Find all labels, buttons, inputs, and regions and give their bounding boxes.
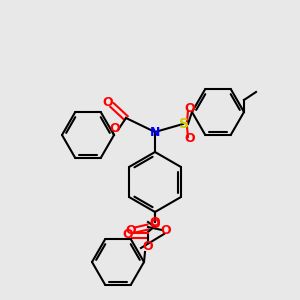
Text: O: O: [110, 122, 120, 134]
Text: O: O: [185, 133, 195, 146]
Text: O: O: [150, 217, 160, 230]
Text: O: O: [185, 103, 195, 116]
Text: O: O: [123, 229, 133, 242]
Text: O: O: [126, 224, 136, 236]
Text: S: S: [179, 117, 189, 131]
Text: O: O: [150, 218, 160, 230]
Text: O: O: [161, 224, 171, 236]
Text: O: O: [143, 241, 153, 254]
Text: N: N: [150, 125, 160, 139]
Text: O: O: [103, 97, 113, 110]
